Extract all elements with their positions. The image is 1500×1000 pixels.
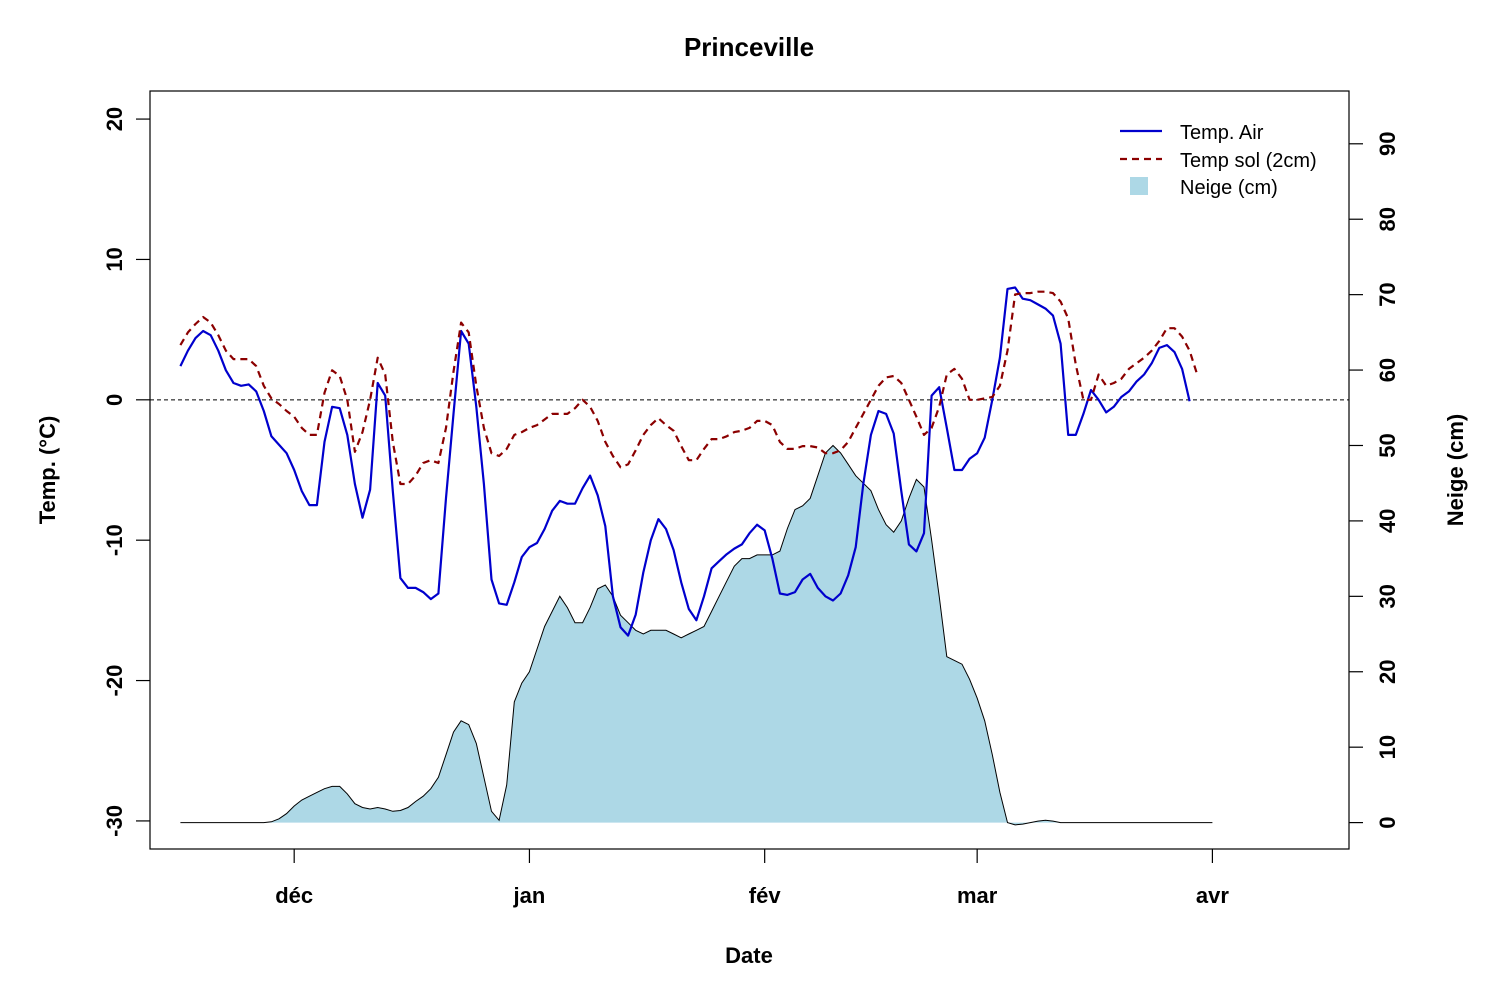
- y2-tick-label: 60: [1375, 358, 1400, 382]
- y2-tick-label: 40: [1375, 509, 1400, 533]
- lines-layer: [179, 286, 1199, 637]
- y-tick-label: -30: [102, 805, 127, 837]
- legend-label-temp-air: Temp. Air: [1180, 122, 1264, 144]
- y2-tick-label: 0: [1375, 816, 1400, 828]
- y-tick-label: 20: [102, 107, 127, 131]
- snow-layer: [180, 444, 1213, 826]
- snow-area: [180, 445, 1213, 825]
- x-tick-label: déc: [275, 883, 313, 908]
- y2-tick-label: 70: [1375, 282, 1400, 306]
- y2-tick-label: 90: [1375, 132, 1400, 156]
- legend-label-temp-sol: Temp sol (2cm): [1180, 150, 1317, 172]
- x-tick-label: mar: [957, 883, 998, 908]
- y-tick-label: -10: [102, 524, 127, 556]
- x-tick-label: avr: [1196, 883, 1229, 908]
- y2-tick-label: 30: [1375, 584, 1400, 608]
- y2-tick-label: 50: [1375, 433, 1400, 457]
- y2-tick-label: 80: [1375, 207, 1400, 231]
- y2-axis-label: Neige (cm): [1443, 414, 1468, 526]
- series-line-temp-air: [179, 286, 1191, 637]
- y-tick-label: 10: [102, 247, 127, 271]
- legend-label-neige: Neige (cm): [1180, 177, 1278, 199]
- plot-frame: [149, 90, 1350, 850]
- snow-outline: [180, 444, 1213, 826]
- y-axis-label: Temp. (°C): [35, 416, 60, 525]
- y-tick-label: 0: [102, 394, 127, 406]
- axes-layer: -30 -20 -10 0 10 20 0 10 20 30 40 50 60 70 80 90 déc jan f…: [102, 107, 1400, 908]
- chart-title: Princeville: [684, 32, 814, 62]
- y-tick-label: -20: [102, 665, 127, 697]
- x-tick-label: jan: [513, 883, 546, 908]
- legend-swatch-neige: [1130, 177, 1148, 195]
- series-line-temp-sol-2cm: [179, 290, 1199, 486]
- y2-tick-label: 10: [1375, 735, 1400, 759]
- x-axis-label: Date: [725, 943, 773, 968]
- y2-tick-label: 20: [1375, 660, 1400, 684]
- legend: Temp. Air Temp sol (2cm) Neige (cm): [1120, 122, 1317, 199]
- x-tick-label: fév: [749, 883, 782, 908]
